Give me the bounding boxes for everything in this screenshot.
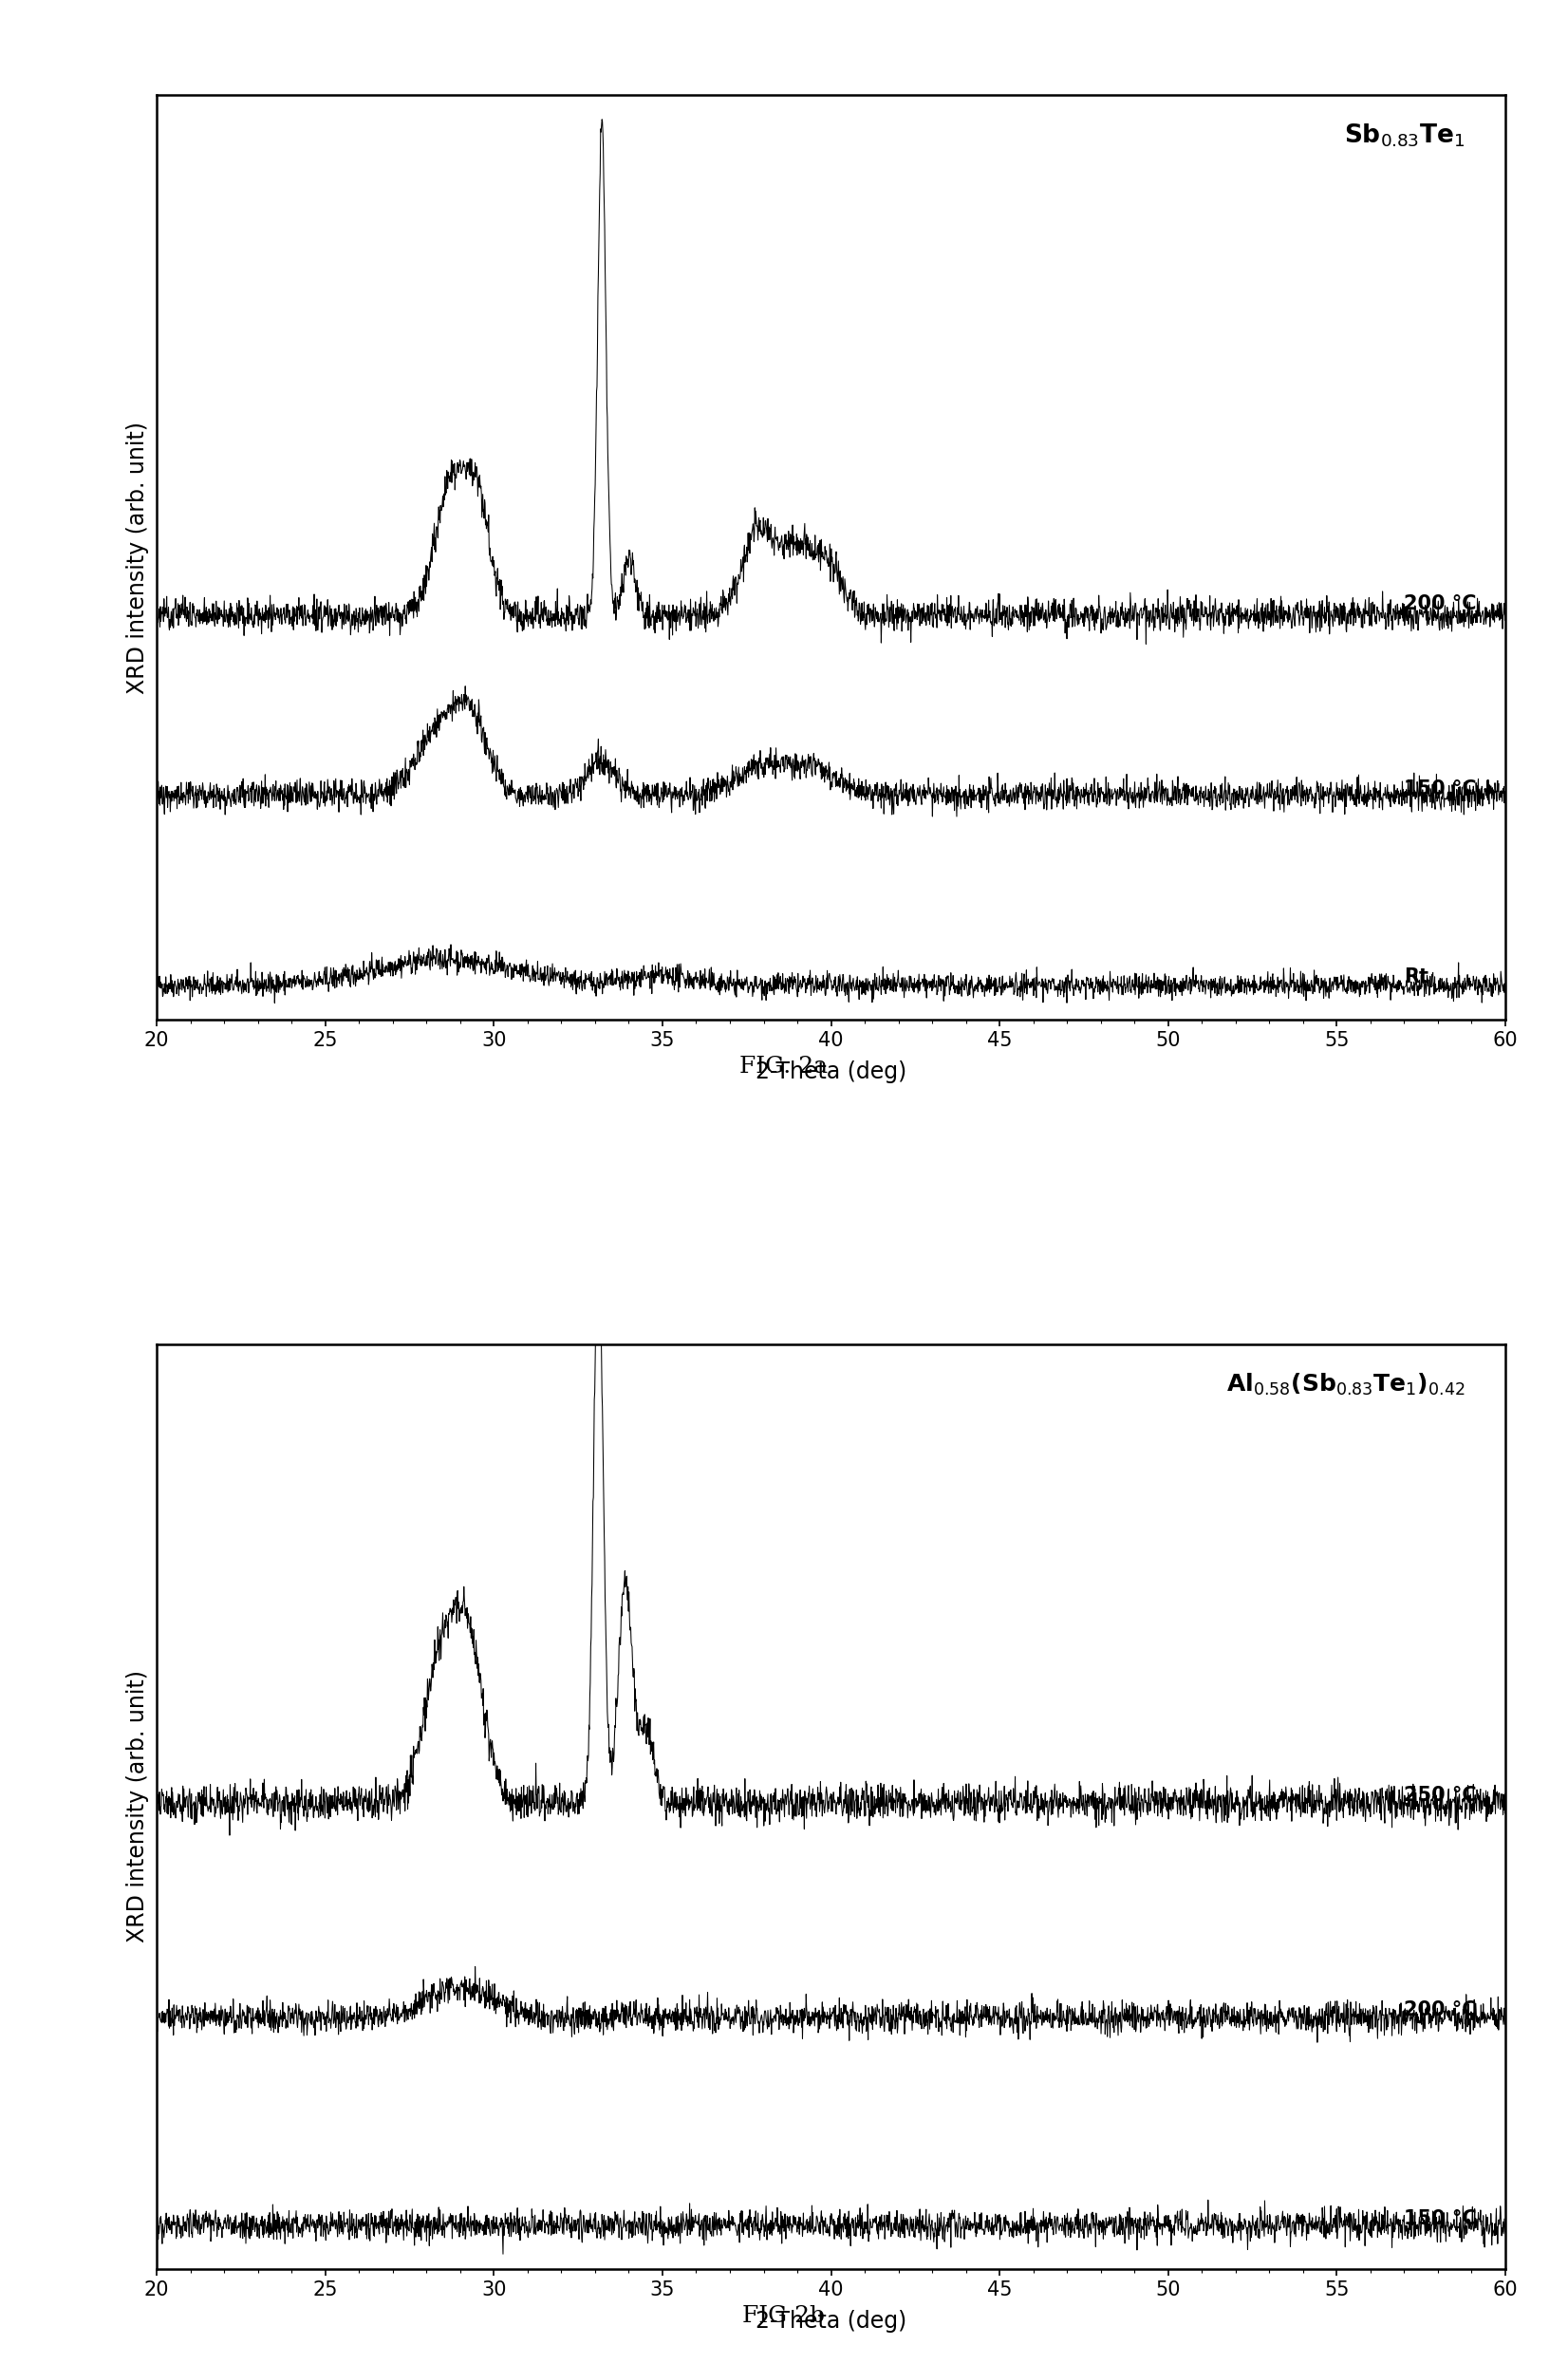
- Text: 150 °C: 150 °C: [1403, 2210, 1477, 2229]
- Text: FIG 2b: FIG 2b: [743, 2305, 825, 2326]
- Text: 250 °C: 250 °C: [1403, 1787, 1477, 1806]
- Text: 200 °C: 200 °C: [1403, 2000, 1477, 2019]
- Y-axis label: XRD intensity (arb. unit): XRD intensity (arb. unit): [125, 421, 149, 693]
- X-axis label: 2-Theta (deg): 2-Theta (deg): [756, 2310, 906, 2333]
- Text: 150 °C: 150 °C: [1403, 780, 1477, 799]
- Text: Al$_{0.58}$(Sb$_{0.83}$Te$_1$)$_{0.42}$: Al$_{0.58}$(Sb$_{0.83}$Te$_1$)$_{0.42}$: [1226, 1371, 1465, 1397]
- Text: FIG. 2a: FIG. 2a: [740, 1054, 828, 1078]
- X-axis label: 2-Theta (deg): 2-Theta (deg): [756, 1061, 906, 1083]
- Text: Rt: Rt: [1403, 967, 1428, 986]
- Text: Sb$_{0.83}$Te$_1$: Sb$_{0.83}$Te$_1$: [1344, 123, 1465, 149]
- Text: 200 °C: 200 °C: [1403, 593, 1477, 612]
- Y-axis label: XRD intensity (arb. unit): XRD intensity (arb. unit): [125, 1671, 149, 1943]
